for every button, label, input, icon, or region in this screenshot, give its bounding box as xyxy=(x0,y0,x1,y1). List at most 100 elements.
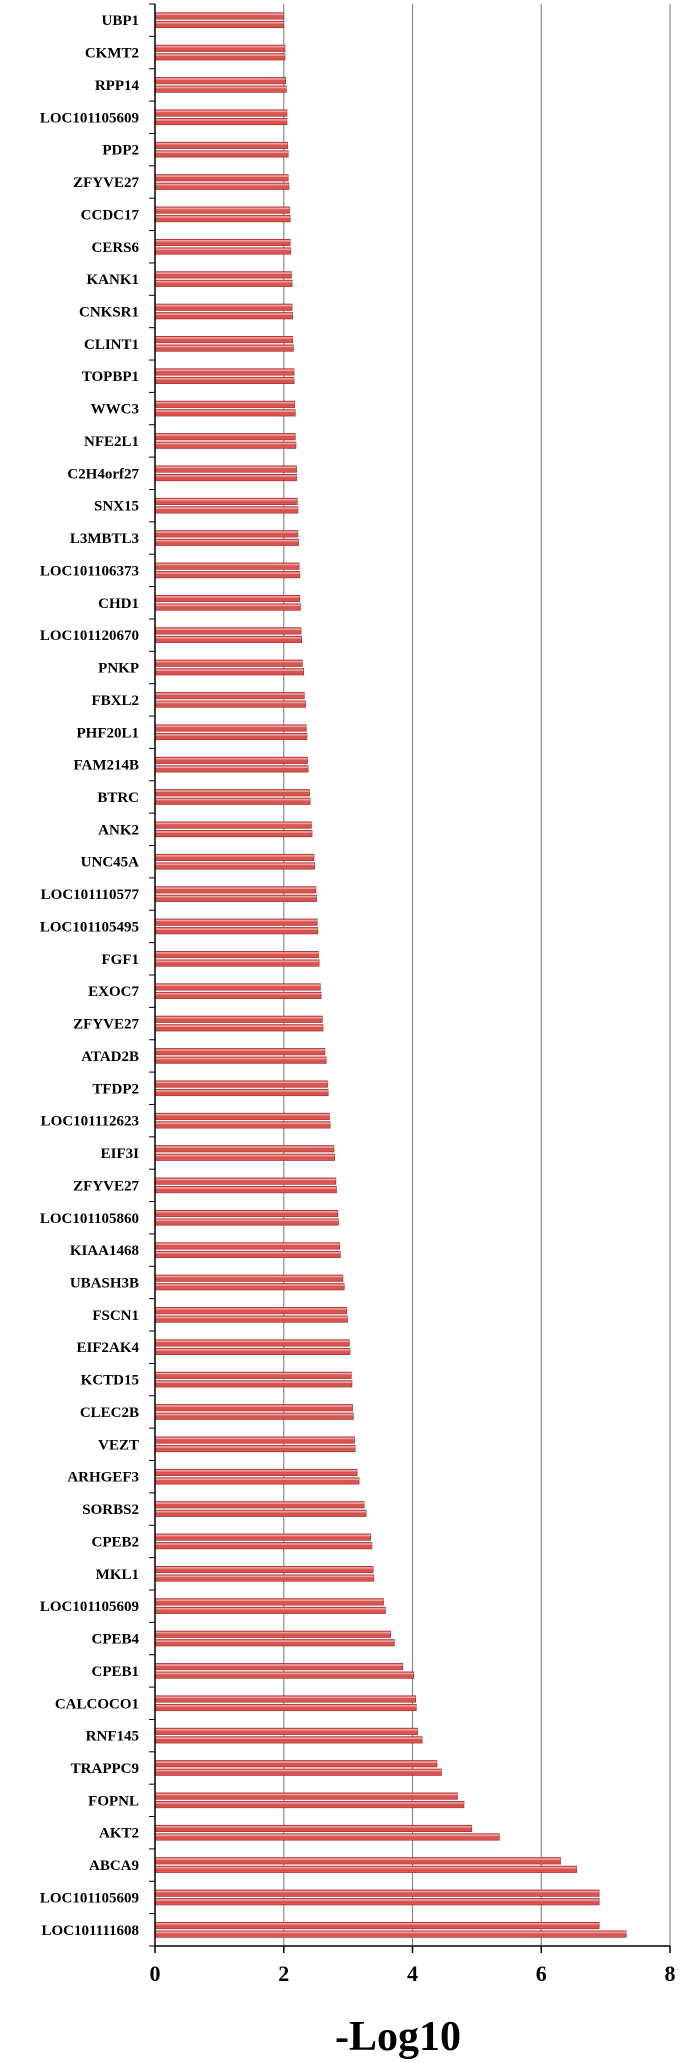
bar-highlight xyxy=(155,1446,356,1448)
category-label: CLINT1 xyxy=(84,337,139,353)
category-label: LOC101105609 xyxy=(40,1890,139,1906)
bar-highlight xyxy=(155,1081,328,1084)
x-axis-title: -Log10 xyxy=(335,2014,461,2060)
bar-highlight xyxy=(155,887,316,889)
bar-highlight xyxy=(155,1113,330,1116)
category-label: EIF3I xyxy=(101,1146,140,1162)
bar-highlight xyxy=(155,1728,418,1731)
category-label: ARHGEF3 xyxy=(67,1470,139,1486)
bar-highlight xyxy=(155,1211,338,1213)
bar-highlight xyxy=(155,337,293,339)
bar-highlight xyxy=(155,1016,323,1019)
bar-highlight xyxy=(155,1025,324,1027)
category-label: LOC101110577 xyxy=(41,887,140,903)
bar-highlight xyxy=(155,1640,395,1642)
bar-highlight xyxy=(155,1284,345,1286)
bar-highlight xyxy=(155,1178,336,1181)
bar-highlight xyxy=(155,442,296,445)
bar-highlight xyxy=(155,1866,577,1869)
bar-highlight xyxy=(155,1826,472,1828)
bar-highlight xyxy=(155,183,289,186)
category-label: PNKP xyxy=(98,661,139,677)
bar-highlight xyxy=(155,1437,355,1440)
bar-highlight xyxy=(155,1858,561,1860)
bar-highlight xyxy=(155,507,298,510)
bar-highlight xyxy=(155,1154,335,1157)
bar-highlight xyxy=(155,410,296,412)
bar-highlight xyxy=(155,151,289,154)
bar-highlight xyxy=(155,110,287,113)
bar-highlight xyxy=(155,1510,367,1513)
bar-highlight xyxy=(155,142,288,145)
bar-highlight xyxy=(155,757,308,760)
category-label: ZFYVE27 xyxy=(73,1017,139,1033)
category-label: CKMT2 xyxy=(85,46,139,62)
bar-highlight xyxy=(155,669,304,671)
category-label: KCTD15 xyxy=(81,1373,139,1389)
bar-highlight xyxy=(155,1599,384,1602)
bar-highlight xyxy=(155,725,307,728)
bar-highlight xyxy=(155,45,286,48)
bar-highlight xyxy=(155,1146,334,1148)
category-label: UBASH3B xyxy=(70,1275,139,1291)
category-label: LOC101120670 xyxy=(40,628,139,644)
bar-highlight xyxy=(155,1340,350,1343)
bar-highlight xyxy=(155,928,318,930)
bar-highlight xyxy=(155,1672,414,1675)
bar-highlight xyxy=(155,1769,442,1772)
bar-highlight xyxy=(155,401,295,404)
bar-highlight xyxy=(155,345,294,348)
category-label: CPEB2 xyxy=(91,1534,139,1550)
category-label: PHF20L1 xyxy=(77,725,140,741)
bar-highlight xyxy=(155,1405,353,1407)
bar-highlight xyxy=(155,660,303,663)
x-tick-label: 8 xyxy=(665,1961,676,1986)
bar-highlight xyxy=(155,378,295,380)
category-label: MKL1 xyxy=(96,1567,139,1583)
category-label: FGF1 xyxy=(102,952,140,968)
bar-highlight xyxy=(155,1607,386,1610)
bar-highlight xyxy=(155,1122,331,1125)
bar-highlight xyxy=(155,1275,343,1278)
category-label: FOPNL xyxy=(88,1793,139,1809)
bar-highlight xyxy=(155,766,309,769)
bar-highlight xyxy=(155,531,298,533)
category-label: LOC101111608 xyxy=(41,1923,139,1939)
category-label: KIAA1468 xyxy=(70,1243,139,1259)
bar-highlight xyxy=(155,992,322,995)
category-label: LOC101105609 xyxy=(40,1599,139,1615)
category-labels: UBP1 CKMT2 RPP14 LOC101105609 PDP2 ZFYVE27 CCD… xyxy=(40,13,140,1939)
bar-highlight xyxy=(155,248,291,251)
bar-highlight xyxy=(155,240,291,242)
category-label: ABCA9 xyxy=(89,1858,139,1874)
category-label: SNX15 xyxy=(94,499,139,515)
gridlines xyxy=(283,4,671,1946)
bar-highlight xyxy=(155,1469,358,1472)
bar-highlight xyxy=(155,1802,464,1804)
bar-highlight xyxy=(155,21,284,24)
category-label: ZFYVE27 xyxy=(73,1178,139,1194)
bar-highlight xyxy=(155,1187,337,1189)
category-label: CHD1 xyxy=(98,596,139,612)
bar-highlight xyxy=(155,919,318,922)
bar-highlight xyxy=(155,272,292,275)
bar-highlight xyxy=(155,1631,391,1634)
bar-highlight xyxy=(155,498,298,501)
bar-highlight xyxy=(155,86,287,89)
bar-highlight xyxy=(155,1349,351,1351)
bar-highlight xyxy=(155,304,293,307)
x-axis: 0 2 4 6 8 xyxy=(149,3,676,1986)
x-tick-label: 0 xyxy=(150,1961,161,1986)
bar-highlight xyxy=(155,1705,417,1707)
x-tick-label: 2 xyxy=(278,1961,289,1986)
bar-highlight xyxy=(155,369,295,372)
category-label: C2H4orf27 xyxy=(67,466,139,482)
bar-highlight xyxy=(155,1890,600,1893)
category-label: SORBS2 xyxy=(82,1502,139,1518)
bar-highlight xyxy=(155,1413,354,1416)
category-label: ZFYVE27 xyxy=(73,175,139,191)
bar-highlight xyxy=(155,572,300,574)
bar-highlight xyxy=(155,216,291,218)
category-label: LOC101112623 xyxy=(41,1114,139,1130)
bar-highlight xyxy=(155,563,300,566)
